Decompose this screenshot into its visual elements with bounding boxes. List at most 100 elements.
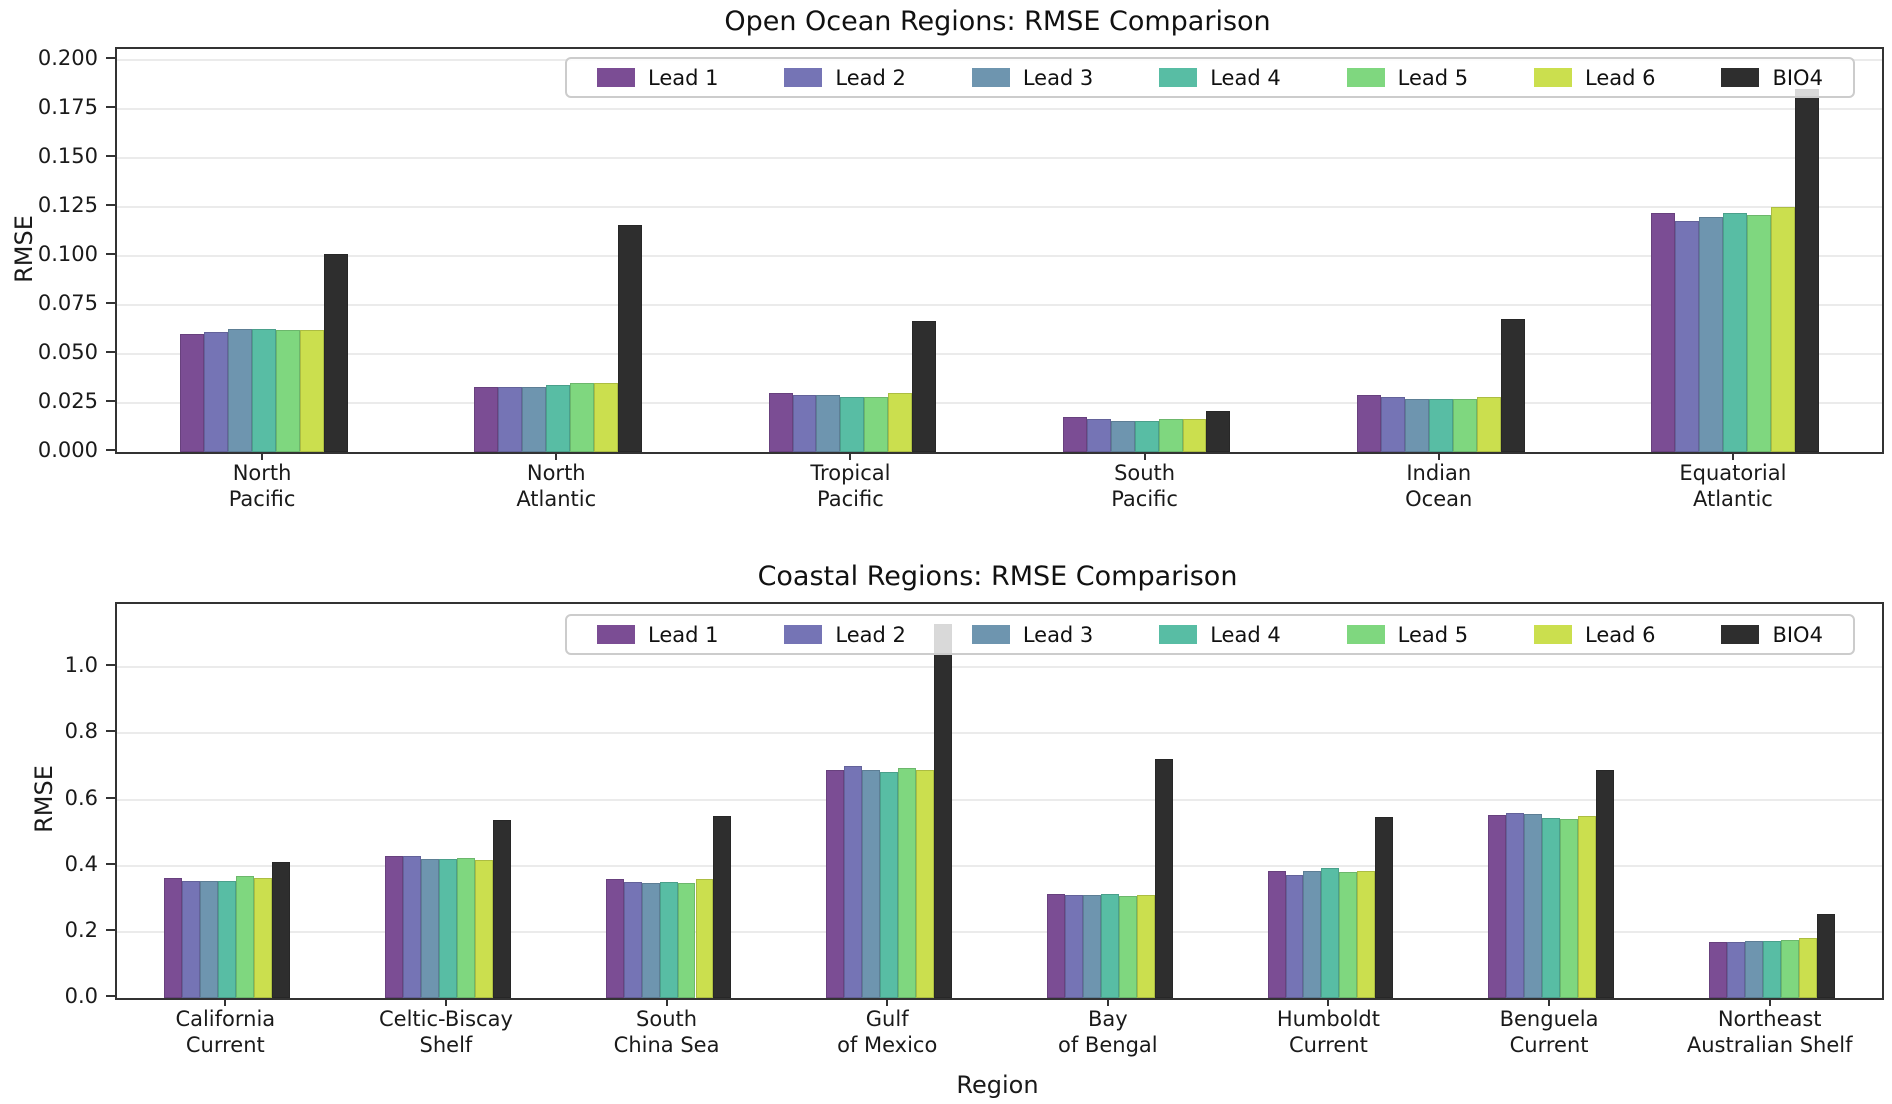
legend-item-lead4: Lead 4 <box>1159 623 1281 647</box>
bar-lead1-cat6 <box>1488 815 1507 998</box>
x-tick-mark <box>665 998 668 1006</box>
y-tick-label: 0.8 <box>64 719 98 744</box>
bar-lead4-cat5 <box>1722 212 1747 452</box>
legend-label: Lead 3 <box>1022 65 1094 90</box>
y-tick-label: 1.0 <box>64 653 98 678</box>
x-tick-mark <box>1731 452 1734 460</box>
legend-label: Lead 2 <box>835 622 906 647</box>
bar-lead2-cat6 <box>1506 812 1525 998</box>
bar-lead2-cat7 <box>1726 942 1745 998</box>
bar-lead4-cat1 <box>546 385 571 452</box>
bar-bio4-cat3 <box>1206 410 1231 452</box>
legend-label: Lead 2 <box>835 65 906 90</box>
x-tick-label: Northeast Australian Shelf <box>1686 1007 1853 1057</box>
bar-lead1-cat1 <box>474 387 499 452</box>
legend-label: Lead 3 <box>1022 622 1094 647</box>
y-tick-mark <box>106 449 115 451</box>
legend-label: BIO4 <box>1772 65 1823 90</box>
bar-lead2-cat2 <box>792 395 817 452</box>
bar-lead1-cat7 <box>1708 941 1727 998</box>
chart-title-open-ocean: Open Ocean Regions: RMSE Comparison <box>724 6 1271 37</box>
bar-lead4-cat5 <box>1321 868 1340 998</box>
legend-item-lead3: Lead 3 <box>971 622 1094 647</box>
x-tick-mark <box>224 998 227 1006</box>
bar-lead2-cat3 <box>844 766 863 998</box>
legend-item-bio4: BIO4 <box>1721 623 1823 647</box>
x-tick-label: South China Sea <box>613 1007 720 1057</box>
x-tick-label: Gulf of Mexico <box>837 1007 938 1057</box>
bar-lead2-cat5 <box>1285 874 1304 998</box>
bar-lead5-cat3 <box>1158 418 1183 452</box>
x-axis-label: Region <box>956 1071 1039 1099</box>
gridline <box>117 352 1882 355</box>
legend-label: Lead 4 <box>1210 65 1281 90</box>
legend-swatch-icon <box>1721 68 1760 87</box>
bar-lead6-cat1 <box>594 383 619 452</box>
bar-lead4-cat1 <box>438 859 457 998</box>
y-tick-mark <box>106 203 115 206</box>
y-tick-label: 0.000 <box>37 438 98 462</box>
x-tick-label: Equatorial Atlantic <box>1679 461 1787 511</box>
x-tick-label: North Pacific <box>228 461 296 511</box>
legend-label: Lead 1 <box>648 65 719 90</box>
y-tick-label: 0.0 <box>64 984 98 1008</box>
bar-lead6-cat5 <box>1770 207 1795 452</box>
legend-item-lead2: Lead 2 <box>784 66 906 90</box>
bar-lead1-cat4 <box>1356 395 1381 452</box>
gridline <box>117 930 1882 933</box>
plot-area: Lead 1 Lead 2 Lead 3 Lead 4 Lead 5 Lead 6 BIO4 <box>115 47 1884 454</box>
legend-item-bio4: BIO4 <box>1721 66 1823 90</box>
bar-lead1-cat0 <box>164 877 183 998</box>
bar-bio4-cat0 <box>323 254 348 452</box>
legend: Lead 1 Lead 2 Lead 3 Lead 4 Lead 5 Lead 6 BIO4 <box>565 614 1855 655</box>
gridline <box>117 303 1882 306</box>
bar-lead2-cat0 <box>182 881 201 998</box>
bar-lead4-cat3 <box>880 771 899 998</box>
y-tick-mark <box>106 862 115 865</box>
bar-lead4-cat4 <box>1100 894 1119 998</box>
legend-item-lead5: Lead 5 <box>1346 623 1468 647</box>
bar-lead1-cat4 <box>1046 893 1065 998</box>
bar-bio4-cat5 <box>1794 89 1819 452</box>
bar-lead5-cat4 <box>1118 895 1137 998</box>
bar-bio4-cat4 <box>1500 318 1525 452</box>
legend-item-lead6: Lead 6 <box>1534 66 1656 90</box>
bar-bio4-cat4 <box>1154 758 1173 998</box>
bar-lead6-cat4 <box>1476 397 1501 452</box>
legend: Lead 1 Lead 2 Lead 3 Lead 4 Lead 5 Lead 6 BIO4 <box>565 57 1855 98</box>
bar-lead3-cat2 <box>816 395 841 452</box>
bar-lead5-cat0 <box>236 875 255 998</box>
bar-lead5-cat1 <box>570 383 595 452</box>
y-tick-mark <box>106 796 115 799</box>
bar-lead5-cat5 <box>1339 872 1358 998</box>
bar-lead6-cat3 <box>916 769 935 998</box>
legend-swatch-icon <box>1346 625 1385 644</box>
x-tick-label: Bay of Bengal <box>1058 1007 1158 1057</box>
y-tick-label: 0.6 <box>64 785 98 810</box>
bar-lead6-cat1 <box>474 860 493 998</box>
bar-bio4-cat1 <box>492 819 511 998</box>
legend-item-lead1: Lead 1 <box>597 66 719 90</box>
y-tick-label: 0.2 <box>64 917 98 942</box>
gridline <box>117 205 1882 208</box>
y-tick-label: 0.4 <box>64 851 98 876</box>
x-tick-label: Celtic-Biscay Shelf <box>378 1007 513 1057</box>
bar-lead3-cat0 <box>228 328 253 452</box>
bar-lead5-cat7 <box>1780 939 1799 998</box>
legend-item-lead6: Lead 6 <box>1534 623 1656 647</box>
chart-open-ocean: Open Ocean Regions: RMSE Comparison RMSE… <box>10 6 1884 511</box>
legend-label: Lead 1 <box>648 622 719 647</box>
y-tick-label: 0.100 <box>37 241 98 266</box>
x-tick-label: Humboldt Current <box>1276 1007 1380 1057</box>
bar-lead5-cat4 <box>1452 399 1477 452</box>
legend-swatch-icon <box>971 68 1010 87</box>
bar-lead3-cat2 <box>641 882 660 998</box>
bar-lead2-cat2 <box>623 881 642 998</box>
gridline <box>117 107 1882 110</box>
y-tick-label: 0.150 <box>37 143 98 168</box>
gridline <box>117 864 1882 867</box>
y-tick-mark <box>106 105 115 108</box>
y-tick-label: 0.125 <box>37 192 98 217</box>
bar-lead6-cat0 <box>254 877 273 998</box>
bar-lead3-cat5 <box>1698 216 1723 452</box>
